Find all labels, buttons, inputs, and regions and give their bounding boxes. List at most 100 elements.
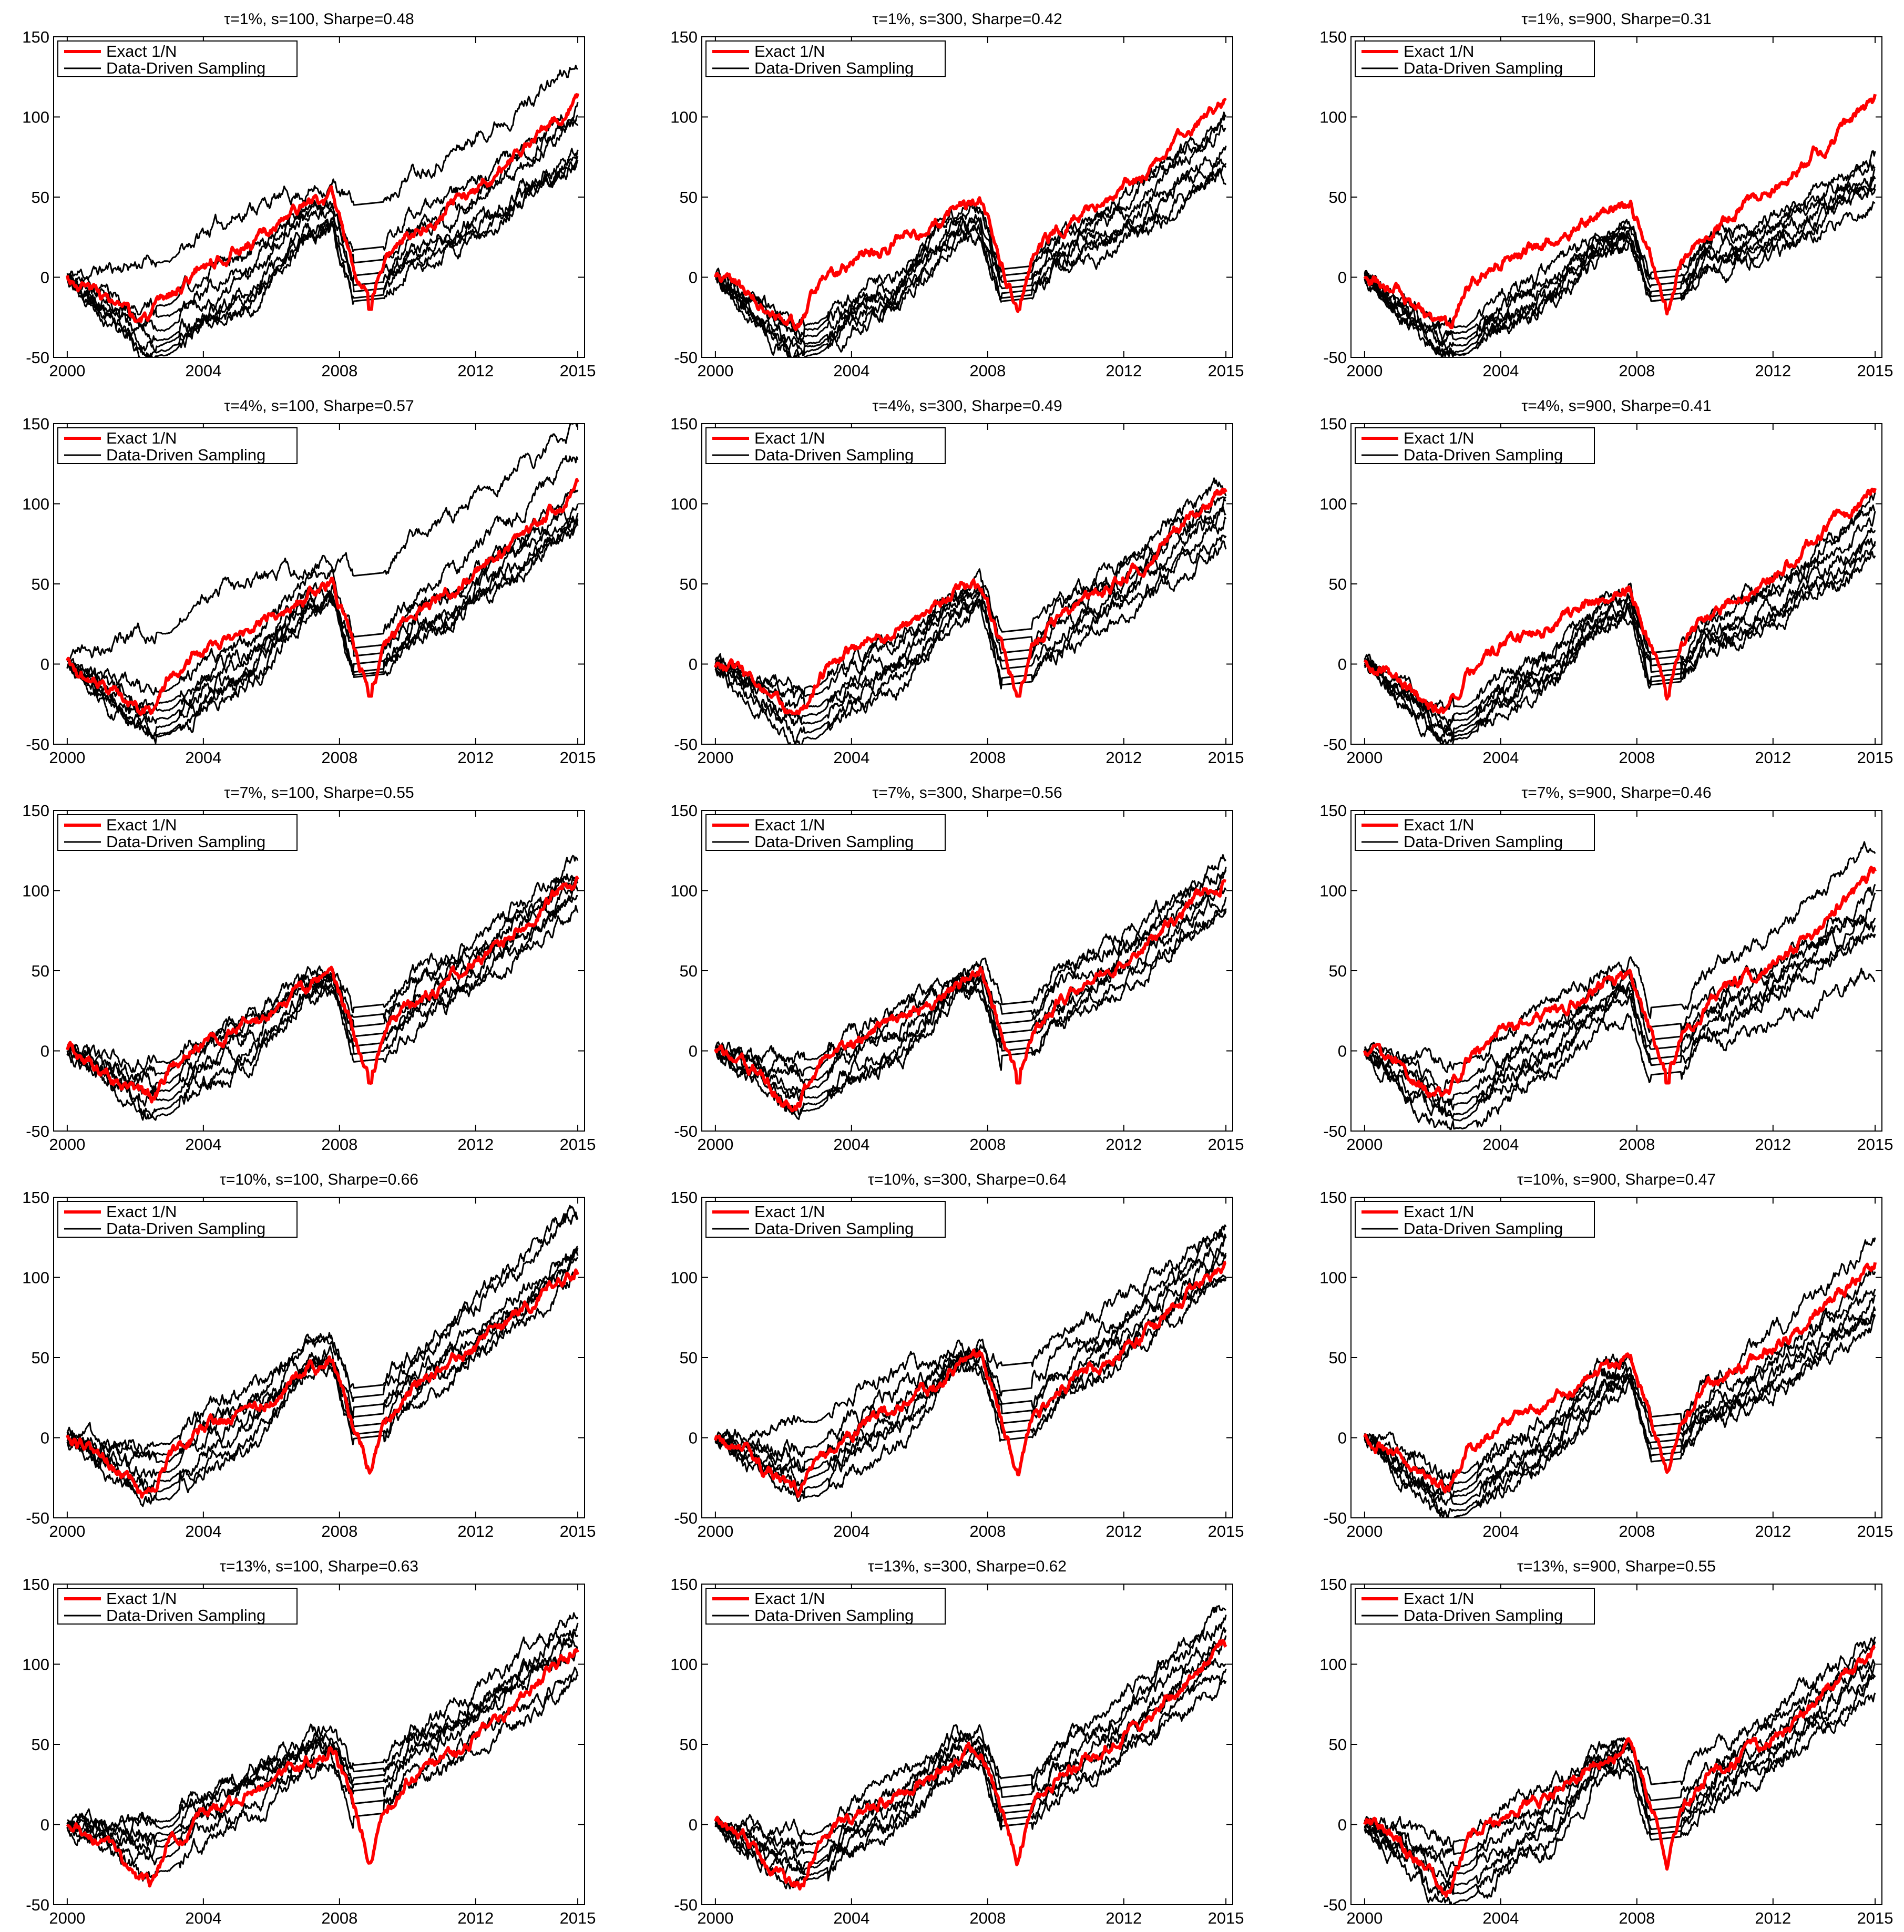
legend-label-exact: Exact 1/N <box>1404 429 1474 447</box>
x-tick-label: 2000 <box>697 1909 733 1927</box>
x-tick-label: 2008 <box>969 362 1006 380</box>
legend-label-sampling: Data-Driven Sampling <box>754 446 914 464</box>
sampling-line <box>66 455 579 696</box>
plot-area <box>1363 841 1877 1131</box>
y-tick-label: 150 <box>670 1575 698 1594</box>
exact-1n-line <box>1363 866 1877 1098</box>
y-tick-label: 50 <box>1329 1349 1347 1367</box>
x-tick-label: 2012 <box>457 748 494 767</box>
y-tick-label: 0 <box>1338 1816 1347 1834</box>
x-tick-label: 2000 <box>49 1522 85 1540</box>
legend-label-exact: Exact 1/N <box>754 1589 825 1608</box>
legend-label-exact: Exact 1/N <box>754 1203 825 1221</box>
axes-box <box>53 36 585 358</box>
y-tick-label: 0 <box>1338 655 1347 674</box>
exact-1n-line <box>66 1268 579 1499</box>
subplot-title: τ=10%, s=300, Sharpe=0.64 <box>868 1171 1067 1188</box>
sampling-line <box>66 1612 579 1838</box>
sampling-line <box>715 146 1227 355</box>
y-tick-label: -50 <box>1323 348 1347 367</box>
y-tick-label: 50 <box>680 188 698 207</box>
sampling-line <box>66 159 579 357</box>
sampling-line <box>67 424 579 663</box>
x-tick-label: 2004 <box>185 1522 221 1540</box>
plot-area <box>66 1612 579 1888</box>
y-tick-label: 150 <box>22 1575 49 1594</box>
subplot-7: τ=7%, s=100, Sharpe=0.55 -50 0 50 100 150 2000… <box>22 784 596 1154</box>
plot-area <box>714 477 1227 744</box>
sampling-line <box>66 148 579 344</box>
x-tick-label: 2008 <box>321 362 357 380</box>
plot-area <box>66 424 579 744</box>
subplot-title: τ=1%, s=100, Sharpe=0.48 <box>224 11 414 28</box>
y-tick-label: 150 <box>22 28 49 46</box>
x-tick-label: 2004 <box>1482 362 1519 380</box>
y-tick-label: -50 <box>26 735 49 754</box>
sampling-line <box>714 535 1227 744</box>
y-tick-label: 150 <box>670 415 698 433</box>
legend-label-sampling: Data-Driven Sampling <box>106 833 265 851</box>
y-tick-label: 50 <box>1329 962 1347 980</box>
x-tick-label: 2012 <box>1755 1522 1791 1540</box>
x-tick-label: 2012 <box>457 1522 494 1540</box>
y-tick-label: 150 <box>1319 415 1347 433</box>
y-tick-label: -50 <box>1323 1896 1347 1914</box>
x-tick-label: 2000 <box>1346 1909 1383 1927</box>
y-tick-label: -50 <box>26 1122 49 1140</box>
subplot-title: τ=7%, s=900, Sharpe=0.46 <box>1521 784 1711 801</box>
legend-label-exact: Exact 1/N <box>1404 1589 1474 1608</box>
plot-area <box>714 98 1227 357</box>
legend-box <box>1355 427 1595 464</box>
exact-1n-line <box>1363 1645 1876 1898</box>
subplot-11: τ=10%, s=300, Sharpe=0.64 -50 0 50 100 150 200… <box>670 1171 1244 1540</box>
x-tick-label: 2015 <box>1857 1135 1893 1154</box>
y-tick-label: 100 <box>22 1269 49 1287</box>
x-tick-label: 2004 <box>1482 1522 1519 1540</box>
y-tick-label: -50 <box>26 1896 49 1914</box>
x-tick-label: 2008 <box>969 1135 1006 1154</box>
subplot-title: τ=1%, s=900, Sharpe=0.31 <box>1521 11 1711 28</box>
sampling-line <box>714 1627 1227 1858</box>
x-tick-label: 2004 <box>833 1909 869 1927</box>
y-tick-label: 0 <box>689 1042 698 1061</box>
exact-1n-line <box>714 879 1227 1113</box>
x-tick-label: 2015 <box>560 1522 596 1540</box>
subplot-5: τ=4%, s=300, Sharpe=0.49 -50 0 50 100 150 2000… <box>670 397 1244 767</box>
plot-area <box>714 854 1227 1121</box>
sampling-line <box>66 895 578 1118</box>
y-tick-label: 100 <box>1319 1656 1347 1674</box>
subplot-6: τ=4%, s=900, Sharpe=0.41 -50 0 50 100 150 2000… <box>1319 397 1893 767</box>
x-tick-label: 2015 <box>560 362 596 380</box>
legend-label-exact: Exact 1/N <box>106 1203 177 1221</box>
sampling-line <box>66 1246 579 1466</box>
subplot-1: τ=1%, s=100, Sharpe=0.48 -50 0 50 100 150 2000… <box>22 11 596 380</box>
y-tick-label: 0 <box>40 1816 49 1834</box>
legend-label-exact: Exact 1/N <box>106 42 177 60</box>
y-tick-label: 150 <box>670 28 698 46</box>
y-tick-label: 150 <box>22 415 49 433</box>
legend-label-sampling: Data-Driven Sampling <box>1404 1219 1563 1238</box>
exact-1n-line <box>714 98 1227 332</box>
sampling-line <box>66 1674 578 1866</box>
y-tick-label: 0 <box>40 655 49 674</box>
sampling-line <box>1364 921 1876 1122</box>
plot-area <box>1363 1237 1877 1518</box>
exact-1n-line <box>713 1260 1227 1498</box>
legend-label-exact: Exact 1/N <box>106 429 177 447</box>
plot-area <box>1363 487 1877 744</box>
sampling-line <box>67 65 578 281</box>
x-tick-label: 2012 <box>1105 748 1142 767</box>
y-tick-label: 100 <box>22 1656 49 1674</box>
x-tick-label: 2004 <box>1482 1135 1519 1154</box>
axes-box <box>1350 810 1882 1132</box>
x-tick-label: 2015 <box>560 748 596 767</box>
y-tick-label: 0 <box>40 1429 49 1447</box>
